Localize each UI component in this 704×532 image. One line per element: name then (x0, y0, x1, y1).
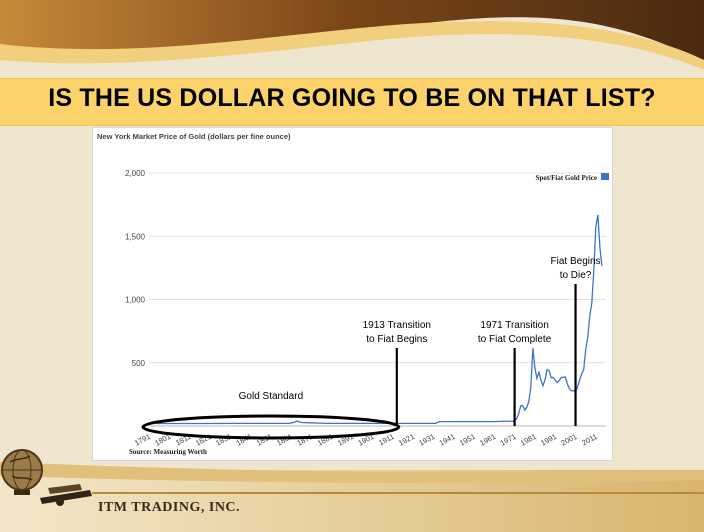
x-tick-label: 1971 (499, 432, 518, 448)
globe-ship-logo-icon (1, 449, 92, 506)
annotation-1971-transition-label: to Fiat Complete (478, 334, 552, 345)
x-tick-label: 1941 (438, 432, 457, 448)
legend-label: Spot/Fiat Gold Price (536, 174, 597, 182)
slide-title: IS THE US DOLLAR GOING TO BE ON THAT LIS… (48, 84, 656, 112)
annotations: Gold Standard 1913 Transition to Fiat Begi… (141, 256, 601, 440)
chart-source: Source: Measuring Worth (129, 448, 207, 456)
x-tick-label: 1961 (478, 432, 497, 448)
y-tick-label: 1,000 (125, 296, 146, 305)
grid-lines (149, 172, 606, 427)
x-tick-label: 1991 (539, 432, 558, 448)
y-tick-label: 2,000 (125, 169, 146, 178)
x-tick-label: 2001 (560, 432, 579, 448)
x-tick-label: 1791 (133, 432, 152, 448)
x-tick-label: 1921 (397, 432, 416, 448)
chart-title: New York Market Price of Gold (dollars p… (97, 132, 291, 141)
footer-divider (92, 492, 704, 494)
y-tick-label: 500 (132, 359, 146, 368)
y-tick-label: 1,500 (125, 232, 146, 241)
legend-swatch (601, 173, 609, 180)
title-band (0, 78, 704, 126)
annotation-1971-transition-label: 1971 Transition (480, 320, 548, 331)
annotation-1913-transition-label: to Fiat Begins (366, 334, 427, 345)
x-tick-label: 1861 (275, 432, 294, 448)
x-tick-label: 1981 (519, 432, 538, 448)
x-tick-label: 1841 (235, 432, 254, 448)
x-tick-label: 1951 (458, 432, 477, 448)
gold-standard-ellipse (141, 414, 401, 440)
annotation-gold-standard: Gold Standard (239, 391, 303, 402)
x-tick-label: 1931 (417, 432, 436, 448)
annotation-fiat-begins-to-die-label: to Die? (560, 270, 592, 281)
company-name: ITM TRADING, INC. (98, 500, 241, 515)
chart-panel: New York Market Price of Gold (dollars p… (92, 127, 613, 461)
x-tick-label: 1831 (214, 432, 233, 448)
x-tick-label: 2011 (580, 432, 598, 448)
annotation-fiat-begins-to-die-label: Fiat Begins (551, 256, 601, 267)
x-tick-label: 1821 (194, 432, 213, 448)
annotation-1913-transition-label: 1913 Transition (363, 320, 431, 331)
x-tick-label: 1851 (255, 432, 274, 448)
gold-price-chart: New York Market Price of Gold (dollars p… (97, 132, 609, 456)
x-tick-label: 1871 (295, 432, 314, 448)
series-line-spot-fiat-gold-price (149, 214, 603, 425)
x-tick-label: 1881 (316, 432, 335, 448)
y-axis-ticks: 500 1,000 1,500 2,000 (125, 169, 146, 368)
